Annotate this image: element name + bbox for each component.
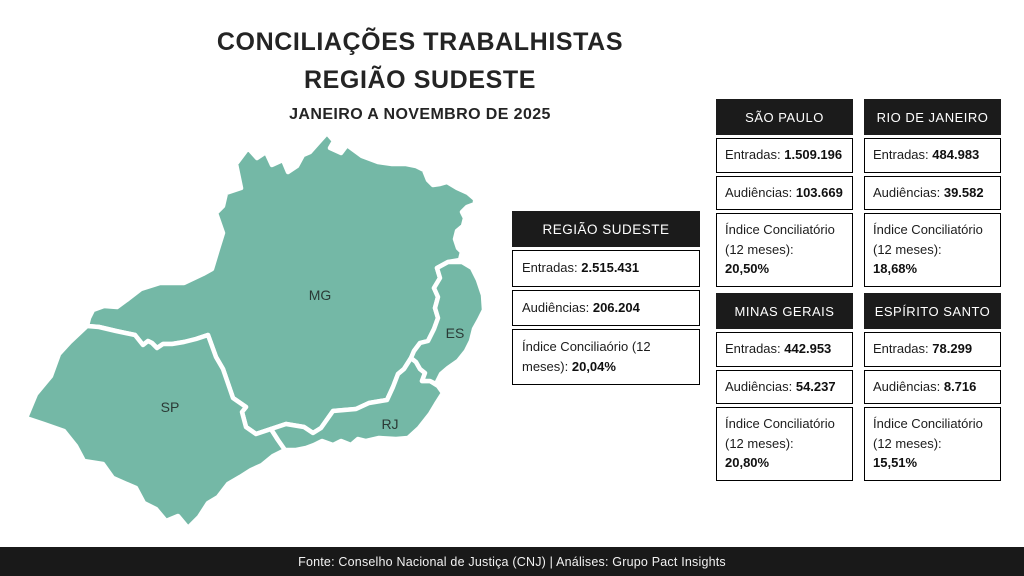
- entradas-value: 78.299: [932, 341, 973, 356]
- page-title: CONCILIAÇÕES TRABALHISTAS REGIÃO SUDESTE…: [140, 30, 700, 124]
- entradas-row: Entradas: 2.515.431: [512, 250, 700, 287]
- indice-row: Índice Conciliatório (12 meses): 20,50%: [716, 213, 853, 287]
- sao-paulo-card: SÃO PAULO Entradas: 1.509.196 Audiências…: [716, 99, 853, 287]
- card-title: RIO DE JANEIRO: [864, 99, 1001, 135]
- audiencias-value: 54.237: [795, 378, 836, 394]
- entradas-label: Entradas:: [873, 147, 929, 162]
- indice-row: Índice Conciliatório (12 meses): 20,80%: [716, 407, 853, 481]
- card-title: MINAS GERAIS: [716, 293, 853, 329]
- card-title: ESPÍRITO SANTO: [864, 293, 1001, 329]
- southeast-region-map: MG SP RJ ES: [23, 133, 487, 531]
- audiencias-row: Audiências: 206.204: [512, 289, 700, 326]
- audiencias-value: 8.716: [943, 378, 977, 394]
- state-shape-sp: [23, 323, 288, 531]
- entradas-row: Entradas: 78.299: [864, 332, 1001, 367]
- indice-value: 20,04%: [571, 358, 616, 374]
- entradas-label: Entradas:: [873, 341, 929, 356]
- page-title-line2: REGIÃO SUDESTE: [303, 66, 537, 94]
- state-shape-rj: [268, 355, 446, 453]
- state-label-mg: MG: [309, 287, 332, 303]
- entradas-label: Entradas:: [725, 147, 781, 162]
- indice-row: Índice Conciliatório (12 meses): 15,51%: [864, 407, 1001, 481]
- rio-de-janeiro-card: RIO DE JANEIRO Entradas: 484.983 Audiênc…: [864, 99, 1001, 287]
- indice-label: Índice Conciliatório (12 meses):: [725, 416, 835, 451]
- entradas-label: Entradas:: [725, 341, 781, 356]
- audiencias-row: Audiências: 39.582: [864, 175, 1001, 210]
- minas-gerais-card: MINAS GERAIS Entradas: 442.953 Audiência…: [716, 293, 853, 481]
- footer-source-bar: Fonte: Conselho Nacional de Justiça (CNJ…: [0, 547, 1024, 576]
- page-subtitle: JANEIRO A NOVEMBRO DE 2025: [289, 106, 551, 123]
- entradas-value: 484.983: [932, 147, 980, 162]
- audiencias-label: Audiências:: [522, 299, 590, 315]
- indice-label: Índice Conciliatório (12 meses):: [873, 416, 983, 451]
- audiencias-label: Audiências:: [725, 378, 793, 394]
- indice-value: 20,50%: [725, 261, 770, 276]
- audiencias-value: 39.582: [943, 184, 984, 200]
- indice-value: 20,80%: [725, 455, 770, 470]
- entradas-value: 2.515.431: [581, 260, 640, 275]
- indice-label: Índice Conciliaório (12 meses):: [522, 339, 651, 374]
- entradas-value: 1.509.196: [784, 147, 843, 162]
- indice-label: Índice Conciliatório (12 meses):: [725, 222, 835, 257]
- espirito-santo-card: ESPÍRITO SANTO Entradas: 78.299 Audiênci…: [864, 293, 1001, 481]
- audiencias-label: Audiências:: [873, 184, 941, 200]
- audiencias-row: Audiências: 54.237: [716, 369, 853, 404]
- audiencias-label: Audiências:: [725, 184, 793, 200]
- entradas-row: Entradas: 1.509.196: [716, 138, 853, 173]
- indice-label: Índice Conciliatório (12 meses):: [873, 222, 983, 257]
- card-title: REGIÃO SUDESTE: [512, 211, 700, 247]
- audiencias-value: 206.204: [592, 299, 640, 315]
- card-title: SÃO PAULO: [716, 99, 853, 135]
- audiencias-value: 103.669: [795, 184, 843, 200]
- entradas-label: Entradas:: [522, 260, 578, 275]
- entradas-row: Entradas: 484.983: [864, 138, 1001, 173]
- indice-row: Índice Conciliatório (12 meses): 18,68%: [864, 213, 1001, 287]
- page-title-line1: CONCILIAÇÕES TRABALHISTAS: [216, 28, 624, 56]
- entradas-row: Entradas: 442.953: [716, 332, 853, 367]
- indice-value: 18,68%: [873, 261, 918, 276]
- state-shape-es: [408, 259, 487, 387]
- state-label-sp: SP: [161, 399, 180, 415]
- audiencias-label: Audiências:: [873, 378, 941, 394]
- region-sudeste-card: REGIÃO SUDESTE Entradas: 2.515.431 Audiê…: [512, 211, 700, 385]
- footer-source-text: Fonte: Conselho Nacional de Justiça (CNJ…: [298, 554, 726, 569]
- entradas-value: 442.953: [784, 341, 832, 356]
- indice-row: Índice Conciliaório (12 meses): 20,04%: [512, 329, 700, 385]
- state-label-es: ES: [446, 325, 465, 341]
- state-label-rj: RJ: [381, 416, 398, 432]
- audiencias-row: Audiências: 103.669: [716, 175, 853, 210]
- audiencias-row: Audiências: 8.716: [864, 369, 1001, 404]
- indice-value: 15,51%: [873, 455, 918, 470]
